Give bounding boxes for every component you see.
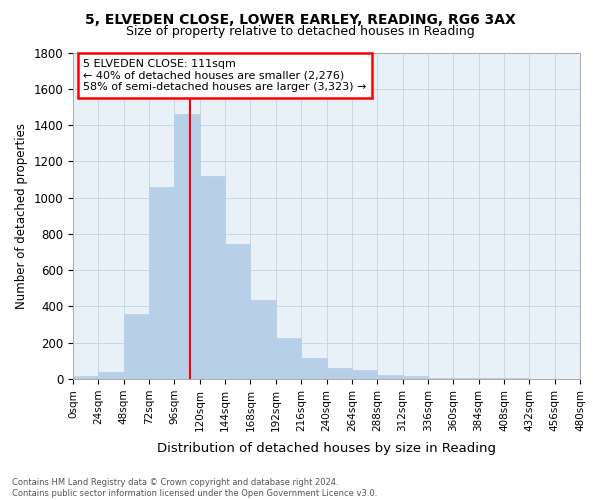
Bar <box>428 378 453 379</box>
Bar <box>479 378 504 379</box>
Bar <box>453 378 479 379</box>
Bar <box>175 114 200 379</box>
Bar <box>403 376 428 379</box>
Text: 5 ELVEDEN CLOSE: 111sqm
← 40% of detached houses are smaller (2,276)
58% of semi: 5 ELVEDEN CLOSE: 111sqm ← 40% of detache… <box>83 59 367 92</box>
Bar <box>124 314 149 379</box>
Bar <box>73 376 98 379</box>
Bar <box>301 358 326 379</box>
Bar <box>377 374 403 379</box>
X-axis label: Distribution of detached houses by size in Reading: Distribution of detached houses by size … <box>157 442 496 455</box>
Text: 5, ELVEDEN CLOSE, LOWER EARLEY, READING, RG6 3AX: 5, ELVEDEN CLOSE, LOWER EARLEY, READING,… <box>85 12 515 26</box>
Bar <box>200 176 225 379</box>
Text: Size of property relative to detached houses in Reading: Size of property relative to detached ho… <box>125 25 475 38</box>
Bar <box>225 244 250 379</box>
Bar <box>352 370 377 379</box>
Y-axis label: Number of detached properties: Number of detached properties <box>15 123 28 309</box>
Bar <box>98 372 124 379</box>
Bar <box>250 300 276 379</box>
Bar <box>149 186 175 379</box>
Text: Contains HM Land Registry data © Crown copyright and database right 2024.
Contai: Contains HM Land Registry data © Crown c… <box>12 478 377 498</box>
Bar <box>504 378 529 379</box>
Bar <box>276 338 301 379</box>
Bar <box>326 368 352 379</box>
